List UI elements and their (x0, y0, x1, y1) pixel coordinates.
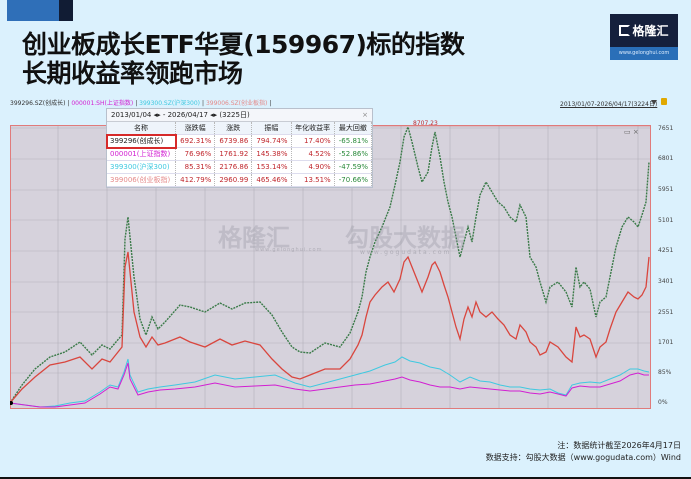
peak-label: 8707.23 (413, 120, 438, 127)
stats-table: 名称 涨跌幅 涨跌 振幅 年化收益率 最大回撤 399296(创成长) 692.… (106, 122, 373, 187)
table-row[interactable]: 399296(创成长) 692.31% 6739.86 794.74% 17.4… (106, 133, 373, 149)
stats-date-range[interactable]: 2013/01/04 ◂▸ - 2026/04/17 ◂▸ (3225日) × (107, 109, 372, 122)
maximize-icon[interactable]: ▭ (624, 128, 631, 136)
legend-item-cybz[interactable]: 399006.SZ(创业板指) (205, 100, 268, 107)
dropdown-triangle-icon[interactable] (651, 100, 657, 105)
chart-lines (10, 124, 651, 408)
table-row[interactable]: 399300(沪深300) 85.31% 2176.86 153.14% 4.9… (107, 160, 373, 174)
legend-item-hs300[interactable]: 399300.SZ(沪深300) (139, 100, 200, 107)
date-range-link[interactable]: 2013/01/07-2026/04/17(3224日) (560, 101, 658, 108)
legend-item-szzs[interactable]: 000001.SH(上证指数) (71, 100, 134, 107)
bottom-border (0, 477, 691, 479)
table-header-row: 名称 涨跌幅 涨跌 振幅 年化收益率 最大回撤 (107, 122, 373, 135)
close-icon[interactable]: × (362, 111, 368, 119)
start-point-marker (10, 401, 13, 405)
chart-legend: 399296.SZ(创成长) | 000001.SH(上证指数) | 399300.… (10, 100, 272, 107)
chart-window-controls: ▭ × (624, 128, 639, 136)
table-row[interactable]: 399006(创业板指) 412.79% 2960.99 465.46% 13.… (107, 173, 373, 187)
lock-icon[interactable] (661, 98, 667, 105)
watermark-gelonghui: 格隆汇 (218, 224, 290, 252)
table-row[interactable]: 000001(上证指数) 76.96% 1761.92 145.38% 4.52… (107, 147, 373, 161)
legend-item-cyz[interactable]: 399296.SZ(创成长) (10, 100, 66, 107)
page-title: 创业板成长ETF华夏(159967)标的指数 长期收益率领跑市场 (22, 30, 465, 88)
stats-panel: 2013/01/04 ◂▸ - 2026/04/17 ◂▸ (3225日) × … (106, 108, 373, 188)
corner-decoration-navy (59, 0, 73, 21)
corner-decoration-blue (7, 0, 59, 21)
logo-g-icon (619, 25, 631, 36)
watermark-gogudata-url: www.gogudata.com (360, 249, 452, 256)
gelonghui-logo: 格隆汇 www.gelonghui.com (610, 14, 678, 60)
close-icon[interactable]: × (632, 128, 639, 136)
watermark-gelonghui-url: www.gelonghui.com (255, 247, 323, 253)
footer-note: 注：数据统计截至2026年4月17日 数据支持：勾股大数据（www.goguda… (485, 441, 681, 462)
watermark-gogudata: 勾股大数据 (345, 224, 465, 252)
